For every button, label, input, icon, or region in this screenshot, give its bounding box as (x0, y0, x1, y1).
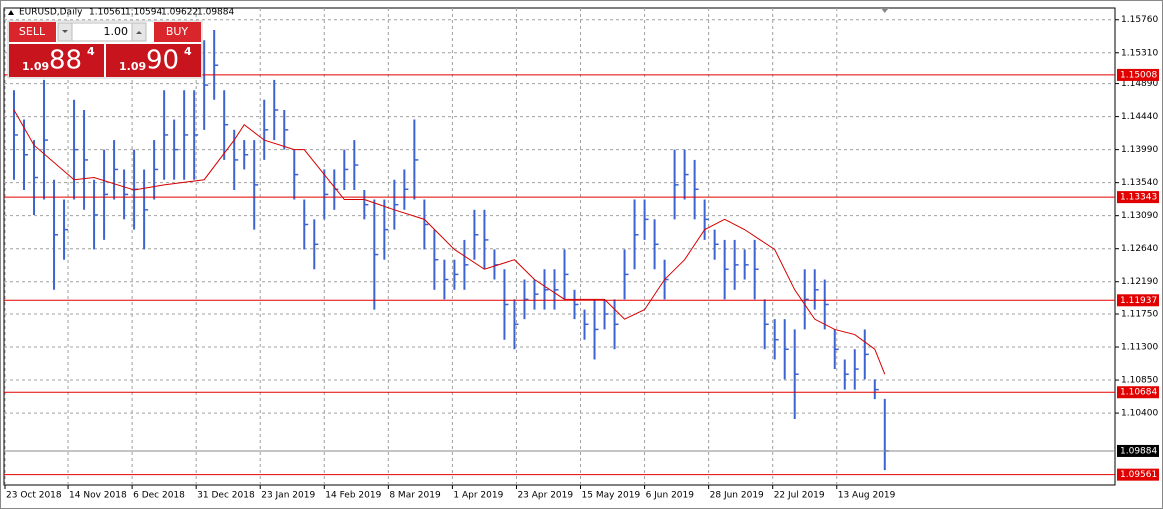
sell-button[interactable] (9, 22, 56, 42)
level-label: 1.10684 (1120, 388, 1157, 398)
arrow-up (136, 31, 142, 34)
level-label: 1.11937 (1120, 296, 1157, 306)
moving-average (13, 109, 886, 375)
level-label: 1.13343 (1120, 193, 1157, 203)
level-label-bg (1117, 294, 1159, 307)
bid-frac: 4 (87, 45, 95, 58)
level-label-bg (1117, 68, 1159, 81)
bid-big: 1.09 (22, 60, 49, 73)
current-price-bg (1117, 444, 1159, 457)
y-tick-label: 1.15310 (1121, 48, 1158, 58)
x-tick-label: 28 Jun 2019 (710, 491, 764, 501)
y-tick-label: 1.13090 (1121, 211, 1158, 221)
open: 1.10561 (89, 8, 126, 18)
level-label-bg (1117, 468, 1159, 481)
y-tick-label: 1.12190 (1121, 277, 1158, 287)
y-tick-label: 1.11300 (1121, 343, 1158, 353)
high: 1.10594 (125, 8, 162, 18)
current-price-label: 1.09884 (1120, 446, 1157, 456)
trade-panel: SELL 1.00 BUY 1.09 88 4 1.09 90 4 (7, 20, 203, 79)
level-label-bg (1117, 386, 1159, 399)
x-tick-label: 15 May 2019 (582, 491, 641, 501)
x-tick-label: 1 Apr 2019 (453, 491, 503, 501)
x-tick-label: 6 Dec 2018 (133, 491, 185, 501)
y-tick-label: 1.14890 (1121, 79, 1158, 89)
shift-marker (880, 8, 889, 13)
sell-label[interactable]: SELL (19, 25, 46, 38)
y-tick-label: 1.14440 (1121, 112, 1158, 122)
x-tick-label: 14 Nov 2018 (69, 491, 127, 501)
low: 1.09622 (161, 8, 198, 18)
header: EURUSD,Daily 1.10561 1.10594 1.09622 1.0… (8, 8, 234, 18)
x-tick-label: 23 Jan 2019 (261, 491, 315, 501)
ask-big: 1.09 (119, 60, 146, 73)
volume[interactable]: 1.00 (104, 25, 129, 38)
y-tick-label: 1.13540 (1121, 178, 1158, 188)
x-tick-label: 23 Apr 2019 (517, 491, 573, 501)
collapse-icon[interactable] (8, 10, 14, 15)
x-tick-label: 6 Jun 2019 (646, 491, 695, 501)
ask-frac: 4 (184, 45, 192, 58)
x-tick-label: 8 Mar 2019 (389, 491, 441, 501)
ask-pips: 90 (146, 46, 179, 76)
y-tick-label: 1.13990 (1121, 145, 1158, 155)
x-tick-label: 13 Aug 2019 (838, 491, 896, 501)
y-tick-label: 1.15760 (1121, 15, 1158, 25)
level-label: 1.09561 (1120, 470, 1157, 480)
x-tick-label: 31 Dec 2018 (197, 491, 255, 501)
bid-pips: 88 (49, 46, 82, 76)
x-tick-label: 22 Jul 2019 (774, 491, 825, 501)
level-label-bg (1117, 191, 1159, 204)
arrow-down (62, 30, 68, 33)
y-tick-label: 1.12640 (1121, 244, 1158, 254)
y-tick-label: 1.10400 (1121, 409, 1158, 419)
bid-box[interactable] (9, 44, 104, 77)
symbol: EURUSD,Daily (19, 8, 83, 18)
buy-label[interactable]: BUY (166, 25, 189, 38)
close: 1.09884 (197, 8, 234, 18)
grid: 1.15760 1.15310 1.14890 1.14440 1.13990 1.135… (4, 8, 1158, 501)
x-tick-label: 23 Oct 2018 (6, 491, 62, 501)
plot-area (3, 7, 1116, 486)
ask-box[interactable] (106, 44, 201, 77)
level-label: 1.15008 (1120, 70, 1157, 80)
x-tick-label: 14 Feb 2019 (325, 491, 381, 501)
y-tick-label: 1.10850 (1121, 376, 1158, 386)
buy-button[interactable] (154, 22, 201, 42)
y-tick-label: 1.11750 (1121, 310, 1158, 320)
